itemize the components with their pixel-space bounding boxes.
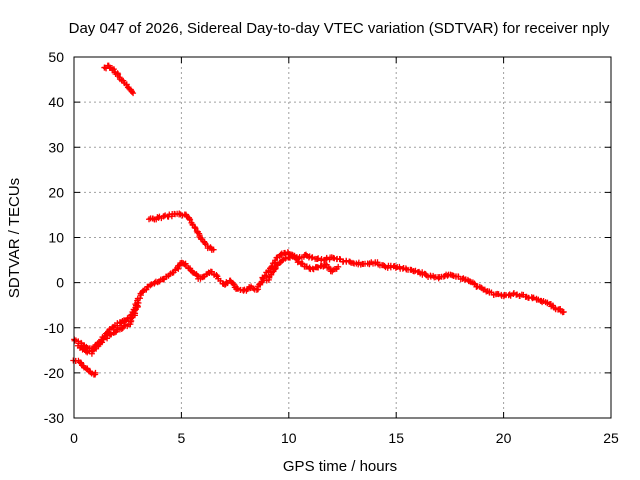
data-point-marker bbox=[192, 225, 199, 232]
y-tick-label: 50 bbox=[48, 49, 64, 65]
series-high-arc bbox=[101, 62, 137, 97]
x-tick-label: 20 bbox=[496, 430, 512, 446]
data-point-marker bbox=[110, 66, 117, 73]
data-point-marker bbox=[135, 299, 142, 306]
y-axis-label: SDTVAR / TECUs bbox=[6, 178, 23, 298]
data-point-marker bbox=[392, 264, 399, 271]
data-point-marker bbox=[347, 258, 354, 265]
series-main-track bbox=[71, 249, 567, 353]
data-point-marker bbox=[269, 263, 276, 270]
y-tick-label: -30 bbox=[44, 410, 64, 426]
data-point-marker bbox=[272, 264, 279, 271]
data-point-marker bbox=[191, 224, 198, 231]
x-tick-label: 10 bbox=[281, 430, 297, 446]
data-point-marker bbox=[230, 281, 237, 288]
series-branch-track bbox=[263, 252, 342, 284]
data-point-marker bbox=[250, 285, 257, 292]
data-point-marker bbox=[279, 257, 286, 264]
plot-frame bbox=[73, 56, 612, 419]
data-point-marker bbox=[467, 278, 474, 285]
y-tick-label: 30 bbox=[48, 139, 64, 155]
data-point-marker bbox=[143, 286, 150, 293]
x-tick-label: 15 bbox=[388, 430, 404, 446]
x-axis-label: GPS time / hours bbox=[283, 458, 397, 475]
data-point-marker bbox=[530, 294, 537, 301]
x-tick-label: 5 bbox=[178, 430, 186, 446]
data-point-marker bbox=[560, 308, 567, 315]
y-tick-label: 20 bbox=[48, 184, 64, 200]
data-point-marker bbox=[282, 255, 289, 262]
data-point-marker bbox=[87, 369, 94, 376]
data-point-marker bbox=[335, 263, 342, 270]
data-point-marker bbox=[92, 369, 99, 376]
series-mid-arc bbox=[146, 210, 217, 254]
axis-ticks: 0 5 10 15 20 25 -30 -20 -10 0 10 20 30 40 50 bbox=[44, 49, 619, 446]
y-tick-label: -20 bbox=[44, 365, 64, 381]
y-tick-label: 10 bbox=[48, 230, 64, 246]
data-point-marker bbox=[210, 246, 217, 253]
data-point-marker bbox=[104, 335, 111, 342]
data-point-marker bbox=[193, 271, 200, 278]
data-point-marker bbox=[234, 285, 241, 292]
data-point-marker bbox=[128, 88, 135, 95]
x-tick-label: 0 bbox=[70, 430, 78, 446]
data-point-marker bbox=[349, 259, 356, 266]
data-point-marker bbox=[118, 325, 125, 332]
series-low-arc bbox=[70, 357, 99, 378]
y-tick-label: -10 bbox=[44, 320, 64, 336]
grid bbox=[74, 57, 611, 418]
data-point-marker bbox=[213, 272, 220, 279]
data-point-marker bbox=[130, 90, 137, 97]
data-series bbox=[70, 62, 567, 378]
series-parallel-track bbox=[74, 299, 142, 357]
x-tick-label: 25 bbox=[603, 430, 619, 446]
chart-title: Day 047 of 2026, Sidereal Day-to-day VTE… bbox=[69, 20, 610, 37]
y-tick-label: 40 bbox=[48, 94, 64, 110]
y-tick-label: 0 bbox=[56, 275, 64, 291]
